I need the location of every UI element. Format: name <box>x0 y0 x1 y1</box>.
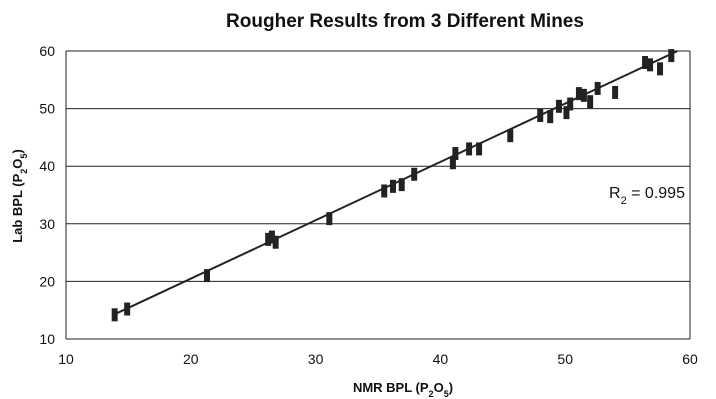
data-point-26 <box>642 56 649 70</box>
data-point-28 <box>657 62 664 76</box>
data-point-3 <box>265 232 272 246</box>
y-tick-30: 30 <box>39 216 55 232</box>
x-axis-label: NMR BPL (P2O5) <box>353 380 453 399</box>
x-tick-10: 10 <box>58 351 74 367</box>
y-tick-50: 50 <box>39 101 55 117</box>
data-point-18 <box>555 99 562 113</box>
data-point-17 <box>547 110 554 124</box>
x-tick-labels: 10 20 30 40 50 60 <box>58 351 698 367</box>
x-tick-50: 50 <box>557 351 573 367</box>
y-tick-labels: 10 20 30 40 50 60 <box>39 43 55 347</box>
data-point-0 <box>111 308 118 322</box>
data-point-9 <box>398 178 405 192</box>
data-point-14 <box>476 142 483 156</box>
data-point-1 <box>124 302 131 316</box>
y-tick-40: 40 <box>39 158 55 174</box>
x-tick-20: 20 <box>183 351 199 367</box>
chart-title: Rougher Results from 3 Different Mines <box>226 11 584 32</box>
data-point-10 <box>411 167 418 181</box>
data-points <box>111 49 675 322</box>
data-point-4 <box>268 230 275 244</box>
y-tick-60: 60 <box>39 43 55 59</box>
data-point-15 <box>507 129 514 143</box>
data-point-19 <box>563 106 570 120</box>
data-point-5 <box>272 235 279 249</box>
data-point-2 <box>204 269 211 283</box>
data-point-27 <box>647 58 654 72</box>
data-point-13 <box>466 142 473 156</box>
data-point-12 <box>452 147 459 161</box>
data-point-25 <box>612 85 619 99</box>
x-tick-40: 40 <box>433 351 449 367</box>
data-point-21 <box>575 87 582 101</box>
data-point-20 <box>567 97 574 111</box>
data-point-7 <box>381 184 388 198</box>
data-point-6 <box>326 212 333 226</box>
r-squared-annotation: R2 = 0.995 <box>609 185 685 207</box>
data-point-16 <box>537 109 544 123</box>
y-tick-20: 20 <box>39 273 55 289</box>
y-tick-10: 10 <box>39 331 55 347</box>
data-point-8 <box>389 179 396 193</box>
data-point-11 <box>449 156 456 170</box>
grid-lines <box>66 50 690 340</box>
data-point-24 <box>594 81 601 95</box>
data-point-29 <box>668 49 675 63</box>
axes <box>65 51 691 339</box>
data-point-23 <box>587 95 594 109</box>
x-tick-60: 60 <box>682 351 698 367</box>
x-tick-30: 30 <box>308 351 324 367</box>
y-axis-label: Lab BPL (P2O5) <box>10 149 29 243</box>
data-point-22 <box>580 88 587 102</box>
